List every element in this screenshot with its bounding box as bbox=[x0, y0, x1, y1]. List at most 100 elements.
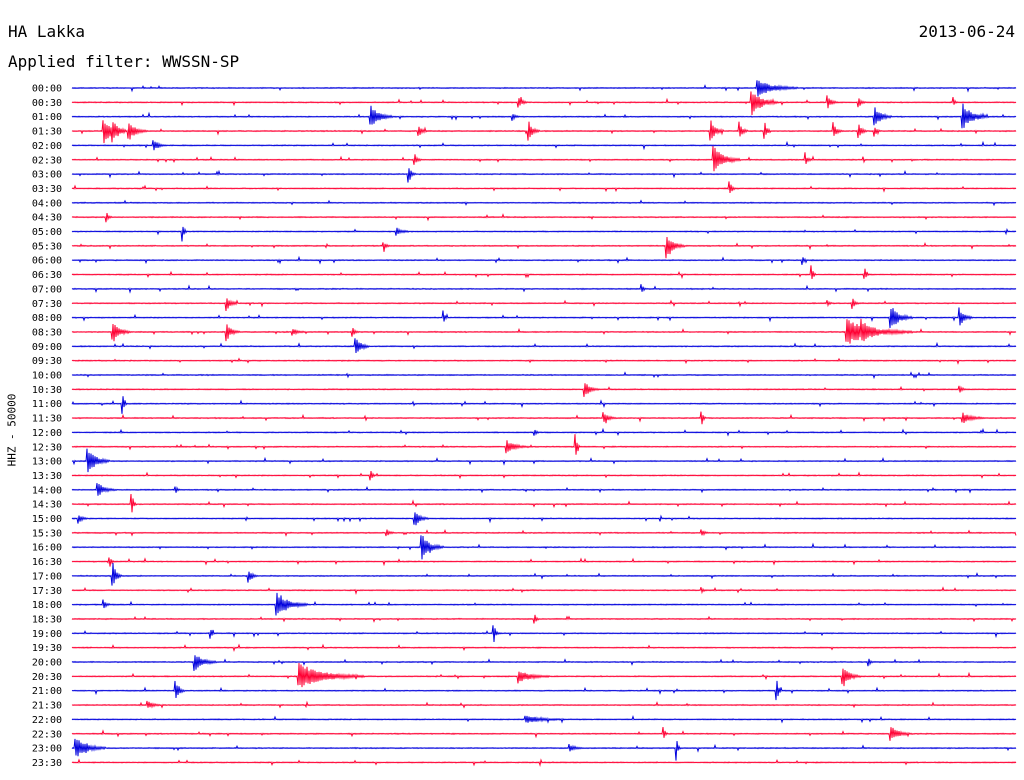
seismogram-trace bbox=[71, 371, 1017, 380]
row-time-label: 00:30 bbox=[32, 98, 62, 109]
seismogram-trace bbox=[71, 662, 1017, 688]
row-time-label: 11:30 bbox=[32, 414, 62, 425]
seismogram-trace bbox=[71, 700, 1017, 709]
row-time-label: 18:00 bbox=[32, 600, 62, 611]
row-time-label: 21:00 bbox=[32, 686, 62, 697]
row-time-label: 11:00 bbox=[32, 399, 62, 410]
seismogram-trace bbox=[71, 181, 1017, 193]
row-time-label: 23:00 bbox=[32, 744, 62, 755]
row-time-label: 05:30 bbox=[32, 241, 62, 252]
row-time-label: 08:30 bbox=[32, 327, 62, 338]
row-time-label: 09:30 bbox=[32, 356, 62, 367]
row-time-label: 06:00 bbox=[32, 256, 62, 267]
seismogram-trace bbox=[71, 592, 1017, 616]
seismogram-trace bbox=[71, 226, 1017, 242]
row-time-label: 17:00 bbox=[32, 571, 62, 582]
row-time-label: 20:30 bbox=[32, 672, 62, 683]
row-time-label: 02:00 bbox=[32, 141, 62, 152]
station-title: HA Lakka bbox=[8, 22, 86, 41]
row-time-label: 05:00 bbox=[32, 227, 62, 238]
seismogram-trace bbox=[71, 103, 1017, 129]
row-time-label: 17:30 bbox=[32, 586, 62, 597]
seismogram-trace bbox=[71, 563, 1017, 586]
row-time-label: 15:00 bbox=[32, 514, 62, 525]
row-time-label: 07:30 bbox=[32, 299, 62, 310]
row-time-label: 21:30 bbox=[32, 701, 62, 712]
seismogram-trace bbox=[71, 255, 1017, 265]
row-time-label: 13:30 bbox=[32, 471, 62, 482]
seismogram-trace bbox=[71, 265, 1017, 280]
row-time-label: 19:00 bbox=[32, 629, 62, 640]
seismogram-trace bbox=[71, 411, 1017, 425]
row-time-label: 04:30 bbox=[32, 213, 62, 224]
seismogram-trace bbox=[71, 146, 1017, 172]
seismogram-trace bbox=[71, 512, 1017, 526]
row-time-label: 15:30 bbox=[32, 528, 62, 539]
filter-label: Applied filter: WWSSN-SP bbox=[8, 52, 240, 71]
row-time-label: 06:30 bbox=[32, 270, 62, 281]
seismogram-trace bbox=[71, 586, 1017, 596]
seismogram-trace bbox=[71, 199, 1017, 207]
row-time-label: 01:30 bbox=[32, 127, 62, 138]
seismogram-trace bbox=[71, 318, 1017, 344]
seismogram-trace bbox=[71, 493, 1017, 513]
seismogram-trace bbox=[71, 307, 1017, 328]
seismogram-trace bbox=[71, 80, 1017, 97]
row-time-label: 19:30 bbox=[32, 643, 62, 654]
seismogram-trace bbox=[71, 91, 1017, 116]
row-time-label: 03:00 bbox=[32, 170, 62, 181]
seismogram-trace bbox=[71, 680, 1017, 701]
row-time-label: 18:30 bbox=[32, 614, 62, 625]
seismogram-trace bbox=[71, 471, 1017, 481]
seismogram-trace bbox=[71, 284, 1017, 294]
seismogram-trace bbox=[71, 396, 1017, 414]
seismogram-trace bbox=[71, 168, 1017, 183]
row-time-label: 16:00 bbox=[32, 543, 62, 554]
date-label: 2013-06-24 bbox=[918, 22, 1015, 41]
seismogram-trace bbox=[71, 758, 1017, 767]
seismogram-trace bbox=[71, 738, 1017, 761]
row-time-label: 10:30 bbox=[32, 385, 62, 396]
row-time-label: 20:00 bbox=[32, 658, 62, 669]
seismogram-trace bbox=[71, 357, 1017, 365]
row-time-label: 09:00 bbox=[32, 342, 62, 353]
row-time-label: 02:30 bbox=[32, 155, 62, 166]
seismogram-trace bbox=[71, 483, 1017, 496]
seismogram-trace bbox=[71, 427, 1017, 437]
row-time-label: 08:00 bbox=[32, 313, 62, 324]
row-time-label: 01:00 bbox=[32, 112, 62, 123]
seismogram-trace bbox=[71, 434, 1017, 455]
row-time-label: 14:30 bbox=[32, 500, 62, 511]
seismogram-trace bbox=[71, 528, 1017, 537]
seismogram-trace bbox=[71, 338, 1017, 354]
seismogram-trace bbox=[71, 120, 1017, 144]
seismogram-trace bbox=[71, 448, 1017, 473]
row-time-label: 12:30 bbox=[32, 442, 62, 453]
row-time-label: 10:00 bbox=[32, 371, 62, 382]
seismogram-trace bbox=[71, 383, 1017, 397]
row-time-label: 22:00 bbox=[32, 715, 62, 726]
row-time-label: 22:30 bbox=[32, 729, 62, 740]
seismogram-trace bbox=[71, 655, 1017, 671]
seismogram-trace bbox=[71, 140, 1017, 151]
seismogram-trace bbox=[71, 237, 1017, 259]
seismogram-trace bbox=[71, 298, 1017, 312]
seismogram-trace bbox=[71, 557, 1017, 567]
seismogram-trace bbox=[71, 715, 1017, 724]
seismogram-trace bbox=[71, 643, 1017, 653]
seismogram-trace bbox=[71, 727, 1017, 741]
row-time-label: 07:00 bbox=[32, 284, 62, 295]
row-time-label: 00:00 bbox=[32, 84, 62, 95]
seismogram-trace bbox=[71, 213, 1017, 223]
row-time-label: 12:00 bbox=[32, 428, 62, 439]
seismogram-trace bbox=[71, 625, 1017, 643]
row-time-label: 16:30 bbox=[32, 557, 62, 568]
row-time-label: 04:00 bbox=[32, 198, 62, 209]
seismogram-trace bbox=[71, 535, 1017, 560]
row-time-label: 14:00 bbox=[32, 485, 62, 496]
row-time-label: 13:00 bbox=[32, 457, 62, 468]
row-time-label: 03:30 bbox=[32, 184, 62, 195]
row-time-label: 23:30 bbox=[32, 758, 62, 769]
seismogram-trace bbox=[71, 614, 1017, 624]
